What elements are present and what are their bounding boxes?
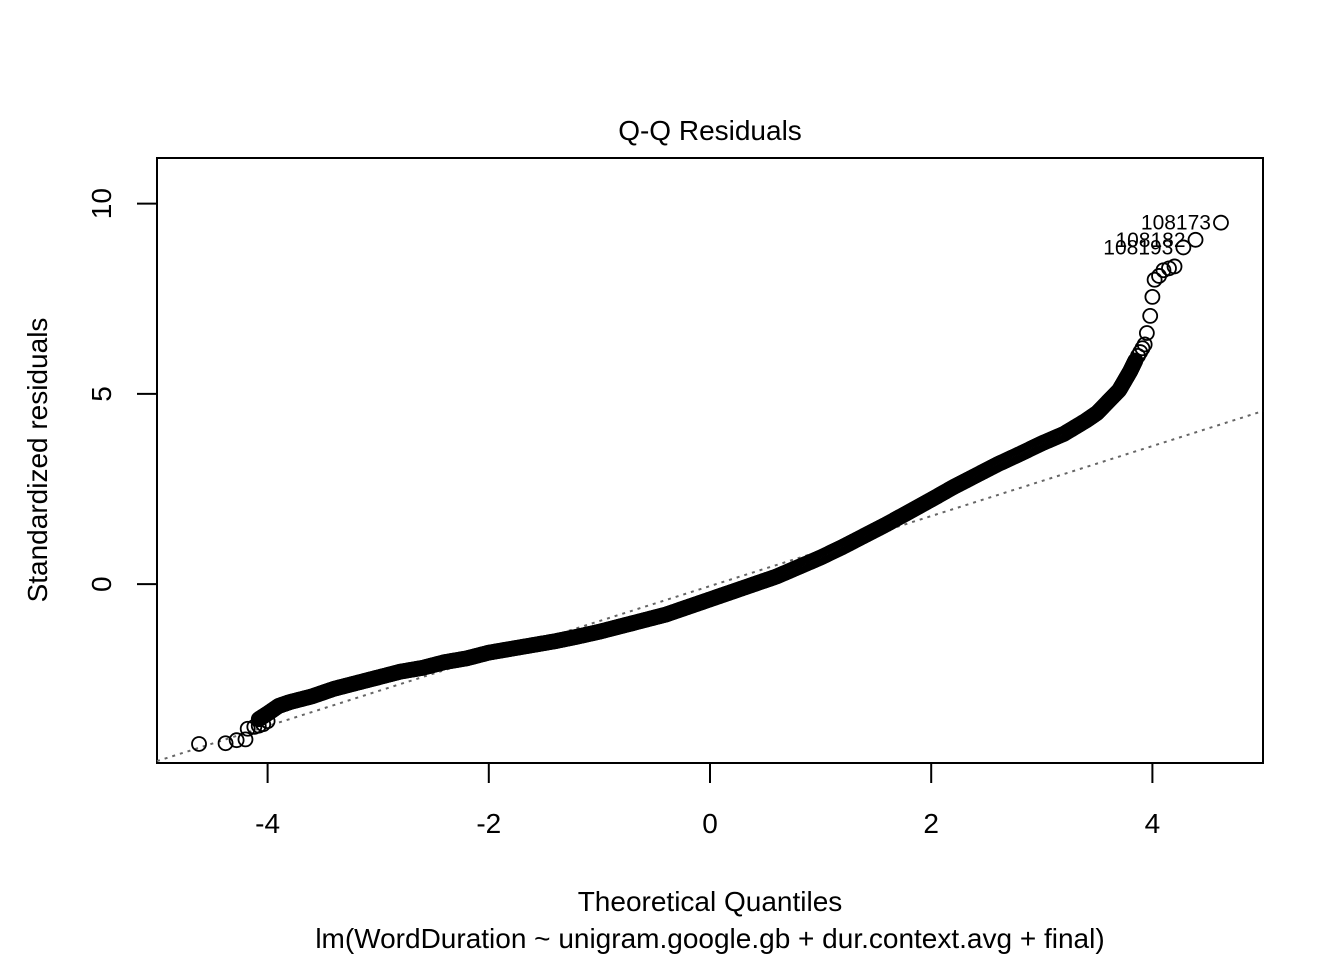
point-label: 108182 <box>1115 229 1185 252</box>
qq-reference-line <box>156 410 1264 763</box>
chart-subtitle: lm(WordDuration ~ unigram.google.gb + du… <box>315 923 1104 954</box>
qq-point <box>1166 258 1183 275</box>
qq-point <box>1213 214 1229 231</box>
point-label: 108173 <box>1141 212 1211 235</box>
qq-point <box>1187 231 1204 248</box>
points-layer <box>191 214 1229 752</box>
y-tick-label: 10 <box>86 188 117 219</box>
x-tick-label: 4 <box>1145 808 1161 839</box>
qq-point <box>228 732 245 749</box>
qq-point <box>1136 336 1153 353</box>
x-axis: -4 -2 0 2 4 <box>255 762 1161 839</box>
dense-points-layer <box>250 352 1144 728</box>
x-tick-label: -4 <box>255 808 280 839</box>
qq-point <box>255 716 272 733</box>
qq-point <box>191 736 207 752</box>
y-axis: 0 5 10 <box>86 188 158 592</box>
x-axis-label: Theoretical Quantiles <box>578 886 843 917</box>
qq-point <box>1175 239 1192 256</box>
plot-frame <box>156 157 1264 764</box>
qq-point <box>239 720 256 737</box>
x-tick-label: 2 <box>923 808 939 839</box>
y-tick-label: 5 <box>86 386 117 402</box>
chart-title: Q-Q Residuals <box>618 115 802 146</box>
qq-point <box>237 731 254 748</box>
qq-point <box>1138 325 1155 341</box>
qq-point <box>1146 271 1163 288</box>
y-axis-label: Standardized residuals <box>22 318 53 603</box>
qq-point <box>1142 308 1159 324</box>
y-tick-label: 0 <box>86 576 117 592</box>
x-tick-label: -2 <box>476 808 501 839</box>
reference-line-layer <box>156 410 1264 763</box>
qq-point <box>259 713 276 730</box>
point-label: 108193 <box>1103 236 1173 259</box>
qq-point <box>217 735 234 752</box>
qq-point <box>1144 288 1161 305</box>
x-tick-label: 0 <box>702 808 718 839</box>
